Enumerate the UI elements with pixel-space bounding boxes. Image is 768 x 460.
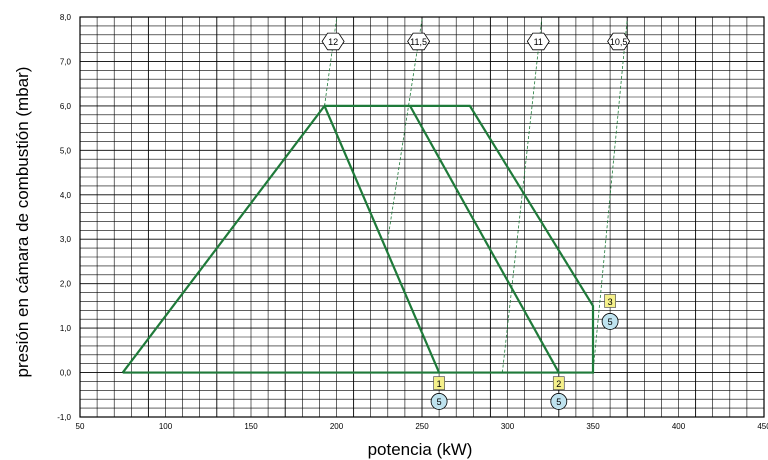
series-line: [122, 104, 595, 374]
y-axis-title: presión en cámara de combustión (mbar): [13, 67, 32, 378]
x-tick-label: 200: [330, 422, 344, 431]
hexagon-marker: [607, 32, 631, 51]
dashed-line: [324, 19, 337, 106]
y-tick-label: 8,0: [60, 13, 72, 22]
hexagon-label: 11: [534, 37, 543, 47]
square-label: 3: [608, 297, 613, 307]
plot-border: [79, 16, 765, 418]
x-tick-label: 100: [159, 422, 173, 431]
x-tick-label: 350: [586, 422, 600, 431]
dashed-line: [592, 19, 628, 373]
square-label: 1: [437, 379, 442, 389]
grid: [79, 16, 765, 418]
y-tick-label: 4,0: [60, 191, 72, 200]
dashed-line: [387, 19, 423, 240]
hexagon-label: 12: [328, 37, 338, 47]
circle-label: 5: [556, 397, 561, 407]
x-tick-label: 300: [501, 422, 515, 431]
circle-label: 5: [608, 317, 613, 327]
x-tick-label: 400: [672, 422, 686, 431]
square-label: 2: [556, 379, 561, 389]
x-tick-label: 450: [757, 422, 768, 431]
square-marker: [604, 294, 616, 308]
y-tick-label: 1,0: [60, 324, 72, 333]
y-tick-label: 2,0: [60, 280, 72, 289]
hexagon-marker: [526, 32, 550, 51]
series-lines: [121, 19, 628, 374]
circle-marker: [550, 393, 568, 410]
dashed-line: [501, 19, 543, 373]
y-tick-label: 0,0: [60, 369, 72, 378]
hexagon-label: 11,5: [410, 37, 427, 47]
y-tick-label: -1,0: [57, 413, 71, 422]
x-axis-title: potencia (kW): [368, 440, 473, 459]
y-tick-label: 6,0: [60, 102, 72, 111]
y-tick-label: 7,0: [60, 57, 72, 66]
x-tick-label: 250: [415, 422, 429, 431]
circle-marker: [430, 393, 448, 410]
circle-marker: [601, 313, 619, 330]
y-tick-label: 5,0: [60, 146, 72, 155]
hexagon-marker: [407, 32, 431, 51]
hexagon-label: 10,5: [610, 37, 628, 47]
y-tick-label: 3,0: [60, 235, 72, 244]
tick-labels: 50 100 150 200 250 300 350 400 450 -1,0 0,0 1,0 2,0 3…: [57, 13, 768, 431]
x-tick-label: 50: [76, 422, 85, 431]
square-marker: [433, 376, 445, 391]
x-tick-label: 150: [244, 422, 258, 431]
hexagon-marker: [321, 32, 345, 51]
series-line: [409, 105, 560, 374]
square-marker: [552, 376, 565, 391]
circle-label: 5: [437, 397, 442, 407]
markers: 12 11,5 11 10,51 235 55: [321, 32, 631, 410]
